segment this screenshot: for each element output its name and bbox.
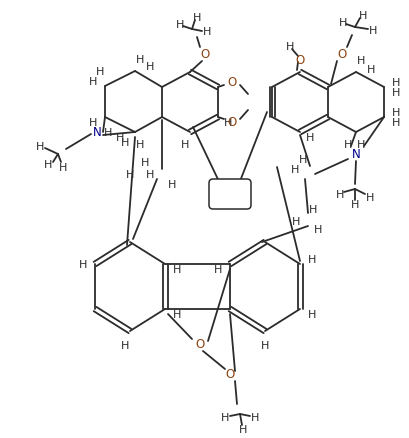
Text: H: H: [168, 180, 176, 190]
Text: H: H: [392, 118, 400, 128]
Text: H: H: [261, 340, 269, 350]
Text: H: H: [203, 27, 211, 37]
Text: O: O: [227, 116, 237, 129]
Text: H: H: [251, 412, 259, 422]
Text: H: H: [392, 88, 400, 98]
Text: H: H: [308, 309, 316, 319]
Text: H: H: [173, 309, 181, 319]
Text: H: H: [44, 159, 52, 170]
Text: O: O: [227, 76, 237, 89]
Text: H: H: [193, 13, 201, 23]
Text: H: H: [141, 158, 149, 168]
Text: H: H: [116, 133, 124, 143]
Text: O: O: [225, 367, 235, 381]
Text: H: H: [359, 11, 367, 21]
Text: H: H: [89, 118, 97, 128]
Text: H: H: [136, 140, 144, 150]
Text: H: H: [96, 67, 104, 77]
Text: H: H: [292, 216, 300, 226]
Text: H: H: [146, 170, 154, 180]
Text: H: H: [336, 190, 344, 200]
Text: H: H: [308, 254, 316, 265]
Text: N: N: [92, 126, 101, 139]
Text: H: H: [357, 140, 365, 150]
Text: H: H: [314, 225, 322, 234]
Text: H: H: [121, 340, 129, 350]
FancyBboxPatch shape: [209, 180, 251, 209]
Text: H: H: [224, 118, 232, 128]
Text: H: H: [59, 162, 67, 173]
Text: H: H: [146, 62, 154, 72]
Text: H: H: [181, 140, 189, 150]
Text: H: H: [306, 133, 314, 143]
Text: H: H: [286, 42, 294, 52]
Text: O: O: [337, 48, 346, 61]
Text: H: H: [214, 265, 222, 274]
Text: H: H: [136, 55, 144, 65]
Text: H: H: [176, 20, 184, 30]
Text: H: H: [104, 128, 112, 138]
Text: H: H: [89, 77, 97, 87]
Text: H: H: [36, 141, 44, 152]
Text: O: O: [295, 53, 305, 66]
Text: O: O: [200, 48, 210, 61]
Text: Abs: Abs: [218, 189, 241, 202]
Text: H: H: [367, 65, 375, 75]
Text: H: H: [344, 140, 352, 150]
Text: O: O: [196, 338, 204, 351]
Text: H: H: [309, 205, 317, 215]
Text: N: N: [352, 148, 360, 161]
Text: H: H: [79, 259, 87, 269]
Text: H: H: [392, 108, 400, 118]
Text: H: H: [366, 193, 374, 202]
Text: H: H: [173, 265, 181, 274]
Text: H: H: [121, 138, 129, 148]
Text: H: H: [392, 78, 400, 88]
Text: H: H: [299, 155, 307, 165]
Text: H: H: [126, 170, 134, 180]
Text: H: H: [339, 18, 347, 28]
Text: H: H: [221, 412, 229, 422]
Text: H: H: [357, 56, 365, 66]
Text: H: H: [369, 26, 377, 36]
Text: H: H: [239, 424, 247, 434]
Text: H: H: [351, 200, 359, 209]
Text: H: H: [291, 165, 299, 175]
